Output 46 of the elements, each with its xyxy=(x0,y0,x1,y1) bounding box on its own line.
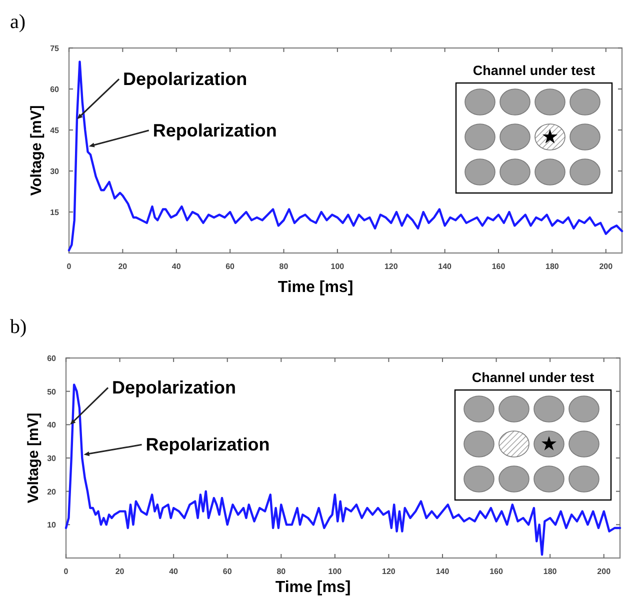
y-tick-label: 20 xyxy=(47,487,57,496)
y-tick-label: 30 xyxy=(50,167,60,176)
x-tick-label: 160 xyxy=(490,567,504,576)
annotation: Repolarization xyxy=(146,434,270,455)
x-tick-label: 60 xyxy=(222,567,232,576)
y-tick-label: 50 xyxy=(47,387,57,396)
annotation: Depolarization xyxy=(123,69,248,90)
y-tick-label: 60 xyxy=(47,354,57,363)
x-tick-label: 140 xyxy=(436,567,450,576)
annotation: Repolarization xyxy=(152,120,277,140)
x-tick-label: 180 xyxy=(543,567,558,576)
y-tick-label: 75 xyxy=(50,44,60,53)
x-tick-label: 180 xyxy=(546,262,560,271)
x-tick-label: 120 xyxy=(382,567,396,576)
x-axis-title: Time [ms] xyxy=(275,579,351,596)
x-tick-label: 60 xyxy=(226,262,236,271)
x-tick-label: 0 xyxy=(64,567,69,576)
x-tick-label: 80 xyxy=(279,262,289,271)
annotation: Depolarization xyxy=(112,378,236,398)
x-tick-label: 20 xyxy=(115,567,125,576)
y-axis-title: Voltage [mV] xyxy=(28,105,45,196)
x-tick-label: 0 xyxy=(66,262,72,271)
x-tick-label: 40 xyxy=(172,262,182,271)
x-tick-label: 200 xyxy=(599,262,614,271)
x-axis-title: Time [ms] xyxy=(278,279,354,296)
x-tick-label: 40 xyxy=(169,567,179,576)
y-tick-label: 45 xyxy=(50,126,60,135)
y-tick-label: 30 xyxy=(47,454,57,463)
line-series xyxy=(68,60,624,252)
x-tick-label: 120 xyxy=(384,262,398,271)
y-tick-label: 60 xyxy=(50,85,60,94)
x-tick-label: 200 xyxy=(597,567,612,576)
chart-title: b) xyxy=(10,316,27,338)
x-tick-label: 80 xyxy=(276,567,286,576)
chart-title: a) xyxy=(10,11,26,33)
x-tick-label: 140 xyxy=(438,262,452,271)
y-tick-label: 10 xyxy=(47,520,57,530)
annotation: Channel under test xyxy=(472,370,595,385)
x-tick-label: 20 xyxy=(118,262,128,271)
y-tick-label: 40 xyxy=(47,420,57,430)
x-tick-label: 100 xyxy=(330,262,345,271)
annotation: Channel under test xyxy=(472,63,596,78)
x-tick-label: 160 xyxy=(492,262,506,271)
y-axis-title: Voltage [mV] xyxy=(25,412,42,504)
x-tick-label: 100 xyxy=(328,567,342,576)
y-tick-label: 15 xyxy=(50,208,60,217)
